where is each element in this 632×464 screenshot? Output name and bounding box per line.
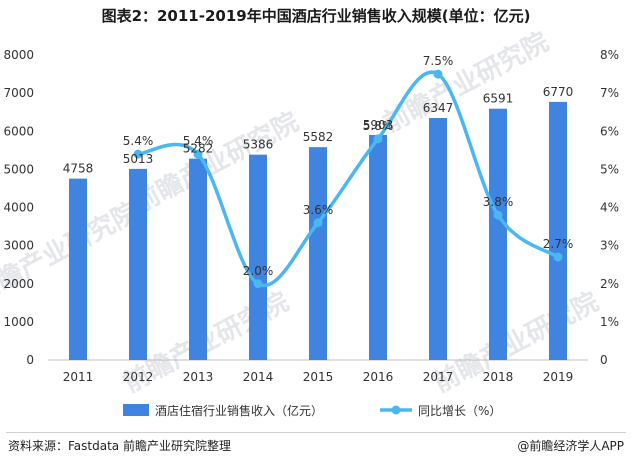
- growth-point: [253, 279, 263, 289]
- y-right-tick-label: 8%: [600, 48, 619, 62]
- y-right-tick-label: 1%: [600, 315, 619, 329]
- x-tick-label: 2019: [543, 370, 574, 384]
- growth-value-label: 2.7%: [543, 237, 574, 251]
- y-right-tick-label: 5%: [600, 162, 619, 176]
- growth-point: [553, 252, 563, 262]
- bar-value-label: 6347: [423, 101, 454, 115]
- bar: [189, 158, 207, 360]
- bar: [249, 154, 267, 360]
- growth-value-label: 2.0%: [243, 264, 274, 278]
- y-left-tick-label: 6000: [3, 124, 34, 138]
- y-right-tick-label: 2%: [600, 277, 619, 291]
- watermark-text: 前瞻产业研究院: [378, 26, 553, 139]
- bar: [69, 178, 87, 360]
- y-left-tick-label: 4000: [3, 201, 34, 215]
- growth-point: [193, 149, 203, 159]
- y-left-tick-label: 1000: [3, 315, 34, 329]
- x-tick-label: 2018: [483, 370, 514, 384]
- growth-point: [133, 149, 143, 159]
- bar-value-label: 4758: [63, 162, 94, 176]
- source-note: 资料来源：Fastdata 前瞻产业研究院整理: [8, 439, 231, 453]
- y-right-tick-label: 7%: [600, 86, 619, 100]
- x-tick-label: 2013: [183, 370, 214, 384]
- chart-title: 图表2：2011-2019年中国酒店行业销售收入规模(单位：亿元): [101, 7, 531, 25]
- bar-value-label: 5386: [243, 138, 274, 152]
- bar-value-label: 6591: [483, 92, 514, 106]
- y-left-tick-label: 3000: [3, 239, 34, 253]
- bar-series: [69, 101, 567, 361]
- growth-value-label: 5.4%: [183, 134, 214, 148]
- growth-value-label: 3.6%: [303, 203, 334, 217]
- x-tick-label: 2015: [303, 370, 334, 384]
- legend: 酒店住宿行业销售收入（亿元） 同比增长（%）: [123, 403, 501, 418]
- growth-line: [136, 70, 560, 288]
- x-tick-label: 2012: [123, 370, 154, 384]
- brand-credit: @前瞻经济学人APP: [517, 439, 624, 453]
- legend-line-label: 同比增长（%）: [418, 404, 501, 418]
- bar-value-label: 5013: [123, 152, 154, 166]
- growth-point: [373, 134, 383, 144]
- x-tick-label: 2011: [63, 370, 94, 384]
- y-right-tick-label: 3%: [600, 239, 619, 253]
- legend-bar-swatch: [123, 404, 149, 416]
- y-left-tick-label: 7000: [3, 86, 34, 100]
- legend-line-marker: [391, 405, 401, 415]
- x-tick-label: 2016: [363, 370, 394, 384]
- y-right-tick-label: 6%: [600, 124, 619, 138]
- y-left-tick-label: 0: [26, 353, 34, 367]
- growth-point: [313, 218, 323, 228]
- y-right-tick-label: 4%: [600, 201, 619, 215]
- growth-value-label: 7.5%: [423, 54, 454, 68]
- bar-value-label: 5582: [303, 130, 334, 144]
- y-left-tick-label: 8000: [3, 48, 34, 62]
- y-left-tick-label: 5000: [3, 162, 34, 176]
- bar: [369, 134, 387, 360]
- line-series: [133, 69, 563, 289]
- bar: [489, 108, 507, 360]
- bar: [309, 147, 327, 360]
- growth-value-label: 3.8%: [483, 195, 514, 209]
- legend-bar-label: 酒店住宿行业销售收入（亿元）: [155, 403, 323, 418]
- data-labels: 4758 5013 5282 5386 5582 5903 6347 6591 6770 5.4%…: [63, 54, 574, 278]
- bar: [129, 168, 147, 360]
- footer-divider: [6, 432, 626, 433]
- bar-value-label: 6770: [543, 85, 574, 99]
- x-tick-label: 2014: [243, 370, 274, 384]
- bar: [429, 118, 447, 360]
- bar: [549, 101, 567, 361]
- y-left-tick-label: 2000: [3, 277, 34, 291]
- bar-value-label: 5903: [363, 118, 394, 132]
- watermark-text: 前瞻产业研究院: [128, 106, 303, 219]
- growth-value-label: 5.8%: [363, 119, 394, 133]
- watermark-text: 前瞻产业研究院: [428, 286, 603, 399]
- growth-value-label: 5.4%: [123, 134, 154, 148]
- y-right-tick-label: 0: [600, 353, 608, 367]
- growth-point: [433, 69, 443, 79]
- growth-point: [493, 210, 503, 220]
- x-tick-label: 2017: [423, 370, 454, 384]
- bar-value-label: 5282: [183, 142, 214, 156]
